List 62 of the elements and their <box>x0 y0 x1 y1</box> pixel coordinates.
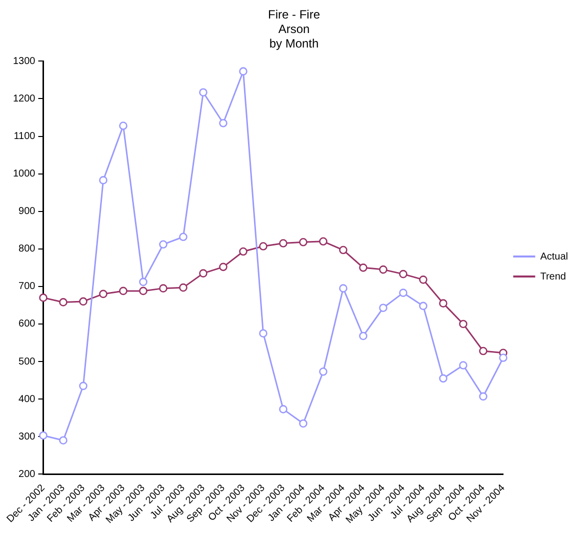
point <box>399 270 408 278</box>
point <box>119 286 128 296</box>
point <box>219 262 228 272</box>
point <box>99 290 108 298</box>
point <box>39 431 48 440</box>
point <box>439 374 448 383</box>
point <box>339 246 348 254</box>
point <box>239 67 248 76</box>
point <box>59 298 68 306</box>
point <box>219 118 228 128</box>
point <box>299 238 308 246</box>
y-tick-label: 400 <box>18 394 36 405</box>
point <box>99 176 108 184</box>
y-tick-label: 1300 <box>12 56 36 67</box>
point <box>279 405 288 414</box>
y-tick-label: 800 <box>18 244 36 255</box>
point <box>39 294 48 302</box>
point <box>479 346 488 356</box>
point <box>139 286 148 296</box>
point <box>159 240 168 249</box>
y-tick-label: 200 <box>18 468 36 480</box>
point <box>179 283 188 292</box>
y-tick-label: 900 <box>18 206 36 218</box>
point <box>479 392 488 401</box>
point <box>259 329 268 338</box>
point <box>379 265 388 274</box>
point <box>159 284 168 292</box>
point <box>339 284 348 292</box>
point <box>459 361 468 370</box>
point <box>319 237 328 246</box>
point <box>79 297 88 306</box>
point <box>459 320 468 328</box>
legend-label: Trend <box>540 271 566 282</box>
point <box>179 232 188 242</box>
y-tick-label: 700 <box>18 281 36 292</box>
point <box>239 247 248 256</box>
point <box>439 299 448 308</box>
point <box>79 382 88 390</box>
point <box>259 242 268 250</box>
chart-title: Fire - Fire Arson by Month <box>268 8 320 50</box>
point <box>199 88 208 97</box>
point <box>499 354 508 362</box>
y-tick-label: 1100 <box>14 131 36 142</box>
point <box>199 269 208 278</box>
point <box>319 368 328 376</box>
y-tick-label: 600 <box>18 318 36 330</box>
y-tick-label: 500 <box>18 356 36 368</box>
legend-label: Actual <box>540 251 568 262</box>
point <box>139 278 148 286</box>
point <box>419 276 428 284</box>
point <box>119 122 128 130</box>
y-tick-label: 300 <box>18 431 36 442</box>
point <box>399 288 408 297</box>
point <box>279 239 288 248</box>
point <box>359 264 368 272</box>
point <box>59 436 68 445</box>
point <box>379 304 388 312</box>
point <box>419 302 428 310</box>
point <box>359 332 368 340</box>
y-tick-label: 1200 <box>12 93 36 104</box>
point <box>299 419 308 428</box>
y-tick-label: 1000 <box>12 168 36 180</box>
